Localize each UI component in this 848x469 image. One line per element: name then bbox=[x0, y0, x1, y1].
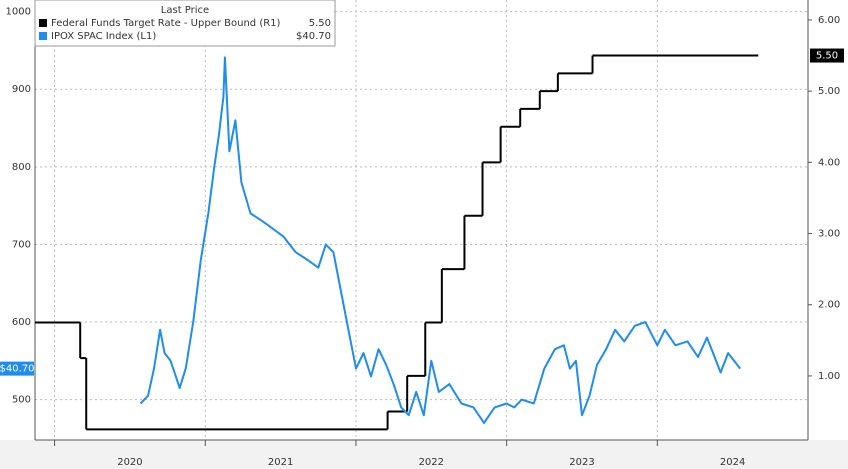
x-axis-band bbox=[0, 440, 848, 469]
y-tick-label: 800 bbox=[12, 162, 31, 173]
y-tick-label: 600 bbox=[12, 317, 31, 328]
y2-tick-label: 3.00 bbox=[818, 229, 840, 240]
y-tick-label: 1000 bbox=[6, 7, 31, 18]
last-price-tag-label: $40.70 bbox=[0, 364, 35, 375]
series-line bbox=[139, 56, 741, 424]
legend-box bbox=[34, 0, 336, 47]
last-price-tag-label: 5.50 bbox=[816, 51, 838, 62]
legend-label: IPOX SPAC Index (L1) bbox=[51, 31, 156, 42]
y-tick-label: 500 bbox=[12, 395, 31, 406]
last-price-tag bbox=[810, 48, 844, 63]
y2-tick-label: 4.00 bbox=[818, 157, 840, 168]
y-tick-label: 700 bbox=[12, 239, 31, 250]
y2-tick-label: 1.00 bbox=[818, 371, 840, 382]
y2-tick-label: 5.00 bbox=[818, 86, 840, 97]
legend-swatch bbox=[39, 32, 47, 40]
y2-tick-label: 6.00 bbox=[818, 15, 840, 26]
legend-label: Federal Funds Target Rate - Upper Bound … bbox=[51, 18, 281, 29]
last-price-tag bbox=[0, 361, 34, 376]
legend-value: 5.50 bbox=[309, 18, 331, 29]
legend-value: $40.70 bbox=[296, 31, 331, 42]
x-tick-label: 2022 bbox=[419, 457, 444, 468]
x-tick-label: 2020 bbox=[117, 457, 142, 468]
y2-tick-label: 2.00 bbox=[818, 300, 840, 311]
legend-title: Last Price bbox=[161, 5, 209, 16]
plot-area bbox=[35, 0, 808, 440]
legend-swatch bbox=[39, 19, 47, 27]
x-tick-label: 2021 bbox=[268, 457, 293, 468]
x-tick-label: 2023 bbox=[569, 457, 594, 468]
x-tick-label: 2024 bbox=[720, 457, 745, 468]
y-tick-label: 900 bbox=[12, 84, 31, 95]
